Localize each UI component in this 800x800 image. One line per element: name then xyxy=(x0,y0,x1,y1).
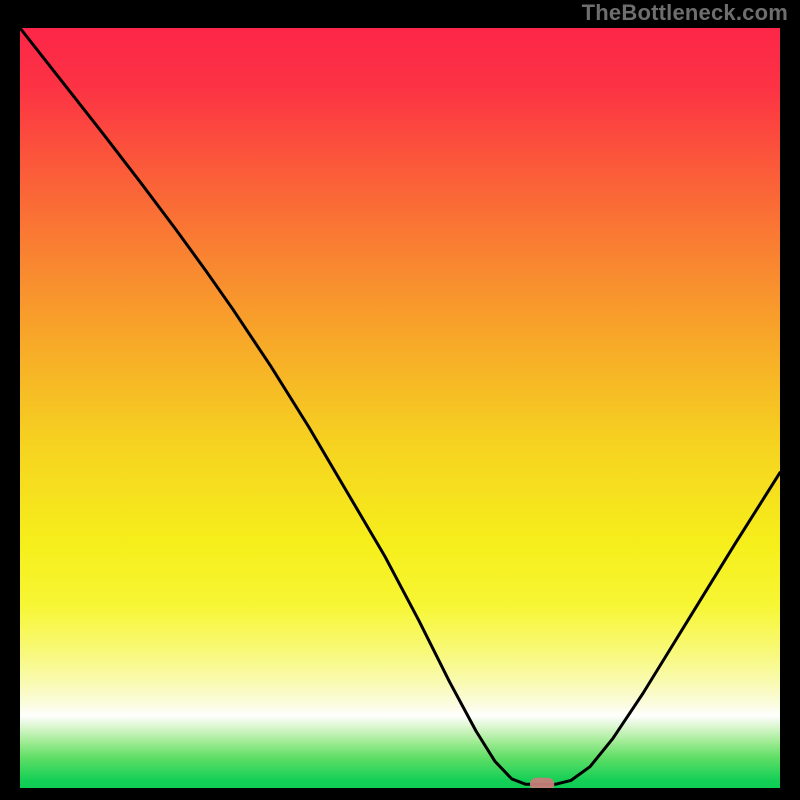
watermark-text: TheBottleneck.com xyxy=(582,0,788,26)
optimal-marker xyxy=(530,778,554,788)
gradient-background xyxy=(20,28,780,788)
chart-svg xyxy=(20,28,780,788)
plot-area xyxy=(20,28,780,788)
chart-frame: TheBottleneck.com xyxy=(0,0,800,800)
